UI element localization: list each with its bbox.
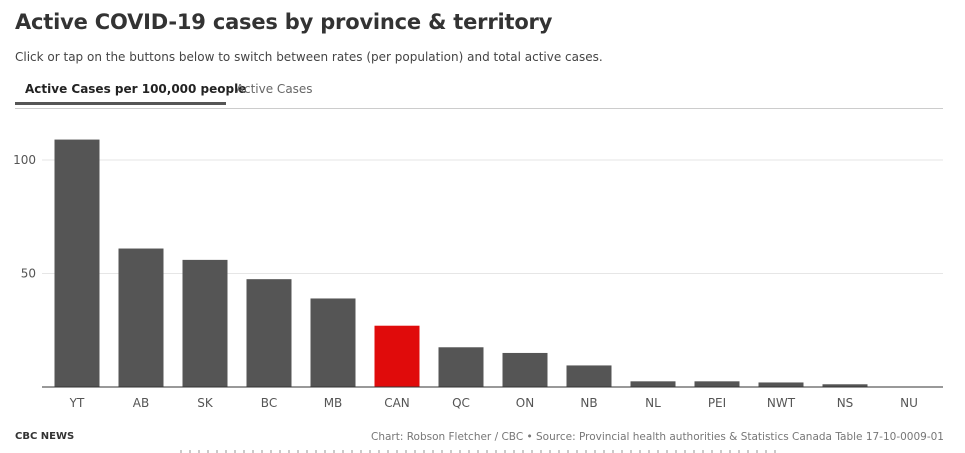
metric-tabs: Active Cases per 100,000 people Active C… <box>15 78 943 109</box>
bar <box>694 381 740 387</box>
tab-rate-per-100k[interactable]: Active Cases per 100,000 people <box>15 78 246 105</box>
x-tick-label: QC <box>452 396 470 410</box>
bar <box>54 139 100 387</box>
x-tick-label: NL <box>645 396 661 410</box>
brand-label: CBC NEWS <box>15 431 75 442</box>
bar <box>374 325 420 387</box>
bar <box>822 384 868 387</box>
bar <box>566 365 612 387</box>
cropped-text-remnant <box>180 450 780 453</box>
bar <box>502 352 548 387</box>
x-tick-label: MB <box>324 396 343 410</box>
x-tick-label: NS <box>837 396 854 410</box>
x-tick-label: PEI <box>708 396 726 410</box>
bar <box>182 259 228 387</box>
bar <box>438 347 484 387</box>
bar <box>246 279 292 387</box>
chart-title: Active COVID-19 cases by province & terr… <box>15 10 553 34</box>
x-tick-label: ON <box>516 396 534 410</box>
bar <box>118 248 164 387</box>
x-tick-label: YT <box>69 396 85 410</box>
x-tick-label: NWT <box>767 396 796 410</box>
source-credit: Chart: Robson Fletcher / CBC • Source: P… <box>370 431 944 443</box>
x-tick-label: CAN <box>384 396 410 410</box>
bar <box>310 298 356 387</box>
y-tick-label: 50 <box>21 267 36 281</box>
x-tick-label: NU <box>900 396 918 410</box>
tab-active-cases[interactable]: Active Cases <box>236 82 313 96</box>
bar-chart: 50 100 YT AB SK BC MB CAN QC ON NB NL PEI NWT NS NU <box>13 139 943 410</box>
bar <box>630 381 676 387</box>
x-tick-label: NB <box>580 396 597 410</box>
chart-subtitle: Click or tap on the buttons below to swi… <box>15 50 603 64</box>
x-tick-label: AB <box>133 396 149 410</box>
y-tick-label: 100 <box>13 153 36 167</box>
x-tick-label: SK <box>197 396 214 410</box>
x-tick-label: BC <box>261 396 277 410</box>
bar <box>758 382 804 387</box>
